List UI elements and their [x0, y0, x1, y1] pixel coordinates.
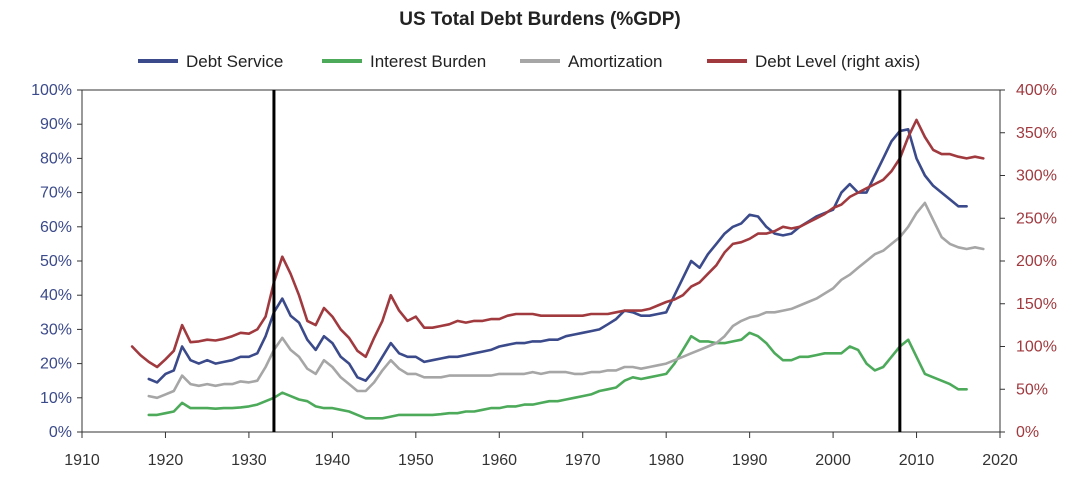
y-axis-right: 0% 50% 100% 150% 200% 250% 300% 350% 400%	[1000, 82, 1057, 441]
series-line-debt-level-right-axis	[130, 118, 985, 369]
x-tick-label: 1960	[481, 452, 517, 469]
plot-area	[81, 89, 1001, 433]
y-left-tick-label: 0%	[49, 424, 72, 441]
legend-label-debt-service: Debt Service	[186, 52, 283, 71]
y-right-tick-label: 350%	[1016, 125, 1057, 142]
x-axis: 1910 1920 1930 1940 1950 1960 1970 1980 1990 2000…	[64, 432, 1018, 469]
series-line-debt-service	[147, 128, 968, 384]
x-tick-label: 1990	[732, 452, 768, 469]
x-tick-label: 1950	[398, 452, 434, 469]
y-left-tick-label: 20%	[40, 356, 72, 373]
y-right-tick-label: 0%	[1016, 424, 1039, 441]
x-tick-label: 2020	[982, 452, 1018, 469]
x-tick-label: 1920	[148, 452, 184, 469]
y-left-tick-label: 100%	[31, 82, 72, 99]
y-left-tick-label: 30%	[40, 321, 72, 338]
y-left-tick-label: 10%	[40, 390, 72, 407]
x-tick-label: 1910	[64, 452, 100, 469]
x-tick-label: 1930	[231, 452, 267, 469]
y-right-tick-label: 150%	[1016, 296, 1057, 313]
x-tick-label: 1940	[315, 452, 351, 469]
series-line-interest-burden	[147, 331, 968, 420]
x-tick-label: 1980	[648, 452, 684, 469]
y-right-tick-label: 50%	[1016, 381, 1048, 398]
y-left-tick-label: 50%	[40, 253, 72, 270]
x-tick-label: 2000	[815, 452, 851, 469]
series-line-amortization	[147, 201, 985, 400]
y-right-tick-label: 200%	[1016, 253, 1057, 270]
y-right-tick-label: 100%	[1016, 339, 1057, 356]
legend-label-interest-burden: Interest Burden	[370, 52, 486, 71]
legend-label-debt-level: Debt Level (right axis)	[755, 52, 920, 71]
y-axis-left: 0% 10% 20% 30% 40% 50% 60% 70% 80% 90% 100%	[31, 82, 82, 441]
y-right-tick-label: 300%	[1016, 168, 1057, 185]
x-tick-label: 1970	[565, 452, 601, 469]
x-tick-label: 2010	[899, 452, 935, 469]
y-left-tick-label: 70%	[40, 185, 72, 202]
y-left-tick-label: 80%	[40, 150, 72, 167]
legend: Debt Service Interest Burden Amortizatio…	[138, 52, 920, 71]
y-left-tick-label: 40%	[40, 287, 72, 304]
y-left-tick-label: 60%	[40, 219, 72, 236]
legend-label-amortization: Amortization	[568, 52, 662, 71]
chart-title: US Total Debt Burdens (%GDP)	[399, 9, 681, 30]
y-right-tick-label: 400%	[1016, 82, 1057, 99]
y-right-tick-label: 250%	[1016, 210, 1057, 227]
event-lines	[272, 90, 902, 432]
y-left-tick-label: 90%	[40, 116, 72, 133]
series-lines	[130, 118, 985, 420]
